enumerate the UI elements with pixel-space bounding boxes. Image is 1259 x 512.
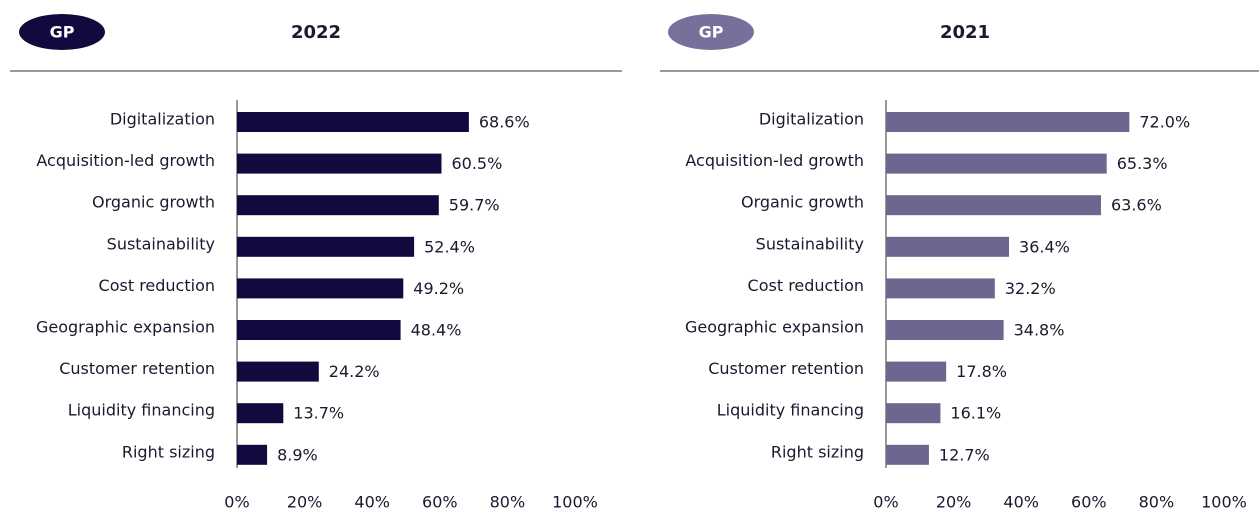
chart-title: 2021 xyxy=(940,22,990,43)
x-tick-label: 40% xyxy=(354,493,390,512)
bar xyxy=(237,361,319,382)
value-label: 72.0% xyxy=(1139,113,1190,132)
bar xyxy=(886,112,1130,132)
category-label: Cost reduction xyxy=(99,276,215,295)
x-tick-label: 100% xyxy=(552,493,598,512)
value-label: 59.7% xyxy=(449,196,500,215)
category-label: Sustainability xyxy=(107,234,215,253)
category-label: Geographic expansion xyxy=(685,318,864,337)
bar xyxy=(886,403,941,424)
category-label: Organic growth xyxy=(741,193,864,212)
bar xyxy=(237,112,469,132)
x-tick-label: 20% xyxy=(936,493,972,512)
value-label: 36.4% xyxy=(1019,237,1070,256)
bar xyxy=(237,278,404,299)
x-tick-label: 60% xyxy=(422,493,458,512)
badge-label: GP xyxy=(50,23,75,42)
value-label: 68.6% xyxy=(479,113,530,132)
value-label: 12.7% xyxy=(939,445,990,464)
value-label: 65.3% xyxy=(1117,154,1168,173)
bar xyxy=(237,195,439,216)
category-label: Organic growth xyxy=(92,193,215,212)
bar xyxy=(886,444,929,465)
bar xyxy=(237,320,401,340)
category-label: Liquidity financing xyxy=(717,401,864,420)
category-label: Sustainability xyxy=(756,234,864,253)
x-tick-label: 80% xyxy=(490,493,526,512)
bar xyxy=(886,153,1107,174)
value-label: 13.7% xyxy=(293,404,344,423)
badge xyxy=(19,14,105,50)
x-tick-label: 40% xyxy=(1003,493,1039,512)
bar xyxy=(237,403,284,424)
value-label: 60.5% xyxy=(451,154,502,173)
chart-title: 2022 xyxy=(291,22,341,43)
value-label: 32.2% xyxy=(1005,279,1056,298)
badge-label: GP xyxy=(699,23,724,42)
x-tick-label: 80% xyxy=(1139,493,1175,512)
value-label: 24.2% xyxy=(329,362,380,381)
category-label: Acquisition-led growth xyxy=(36,151,215,170)
x-tick-label: 100% xyxy=(1201,493,1247,512)
value-label: 8.9% xyxy=(277,445,318,464)
bar xyxy=(237,153,442,174)
value-label: 48.4% xyxy=(411,321,462,340)
x-tick-label: 0% xyxy=(873,493,898,512)
bar xyxy=(886,236,1010,257)
x-tick-label: 20% xyxy=(287,493,323,512)
category-label: Digitalization xyxy=(110,110,215,129)
category-label: Geographic expansion xyxy=(36,318,215,337)
x-tick-label: 60% xyxy=(1071,493,1107,512)
category-label: Acquisition-led growth xyxy=(685,151,864,170)
badge xyxy=(668,14,754,50)
value-label: 17.8% xyxy=(956,362,1007,381)
value-label: 49.2% xyxy=(413,279,464,298)
category-label: Customer retention xyxy=(59,359,215,378)
category-label: Liquidity financing xyxy=(68,401,215,420)
value-label: 63.6% xyxy=(1111,196,1162,215)
bar xyxy=(886,361,947,382)
category-label: Right sizing xyxy=(122,442,215,461)
bar xyxy=(237,444,268,465)
category-label: Right sizing xyxy=(771,442,864,461)
category-label: Digitalization xyxy=(759,110,864,129)
value-label: 34.8% xyxy=(1014,321,1065,340)
value-label: 16.1% xyxy=(950,404,1001,423)
x-tick-label: 0% xyxy=(224,493,249,512)
bar xyxy=(886,195,1101,216)
bar xyxy=(886,278,995,299)
category-label: Customer retention xyxy=(708,359,864,378)
value-label: 52.4% xyxy=(424,237,475,256)
category-label: Cost reduction xyxy=(748,276,864,295)
bar xyxy=(886,320,1004,340)
bar xyxy=(237,236,415,257)
